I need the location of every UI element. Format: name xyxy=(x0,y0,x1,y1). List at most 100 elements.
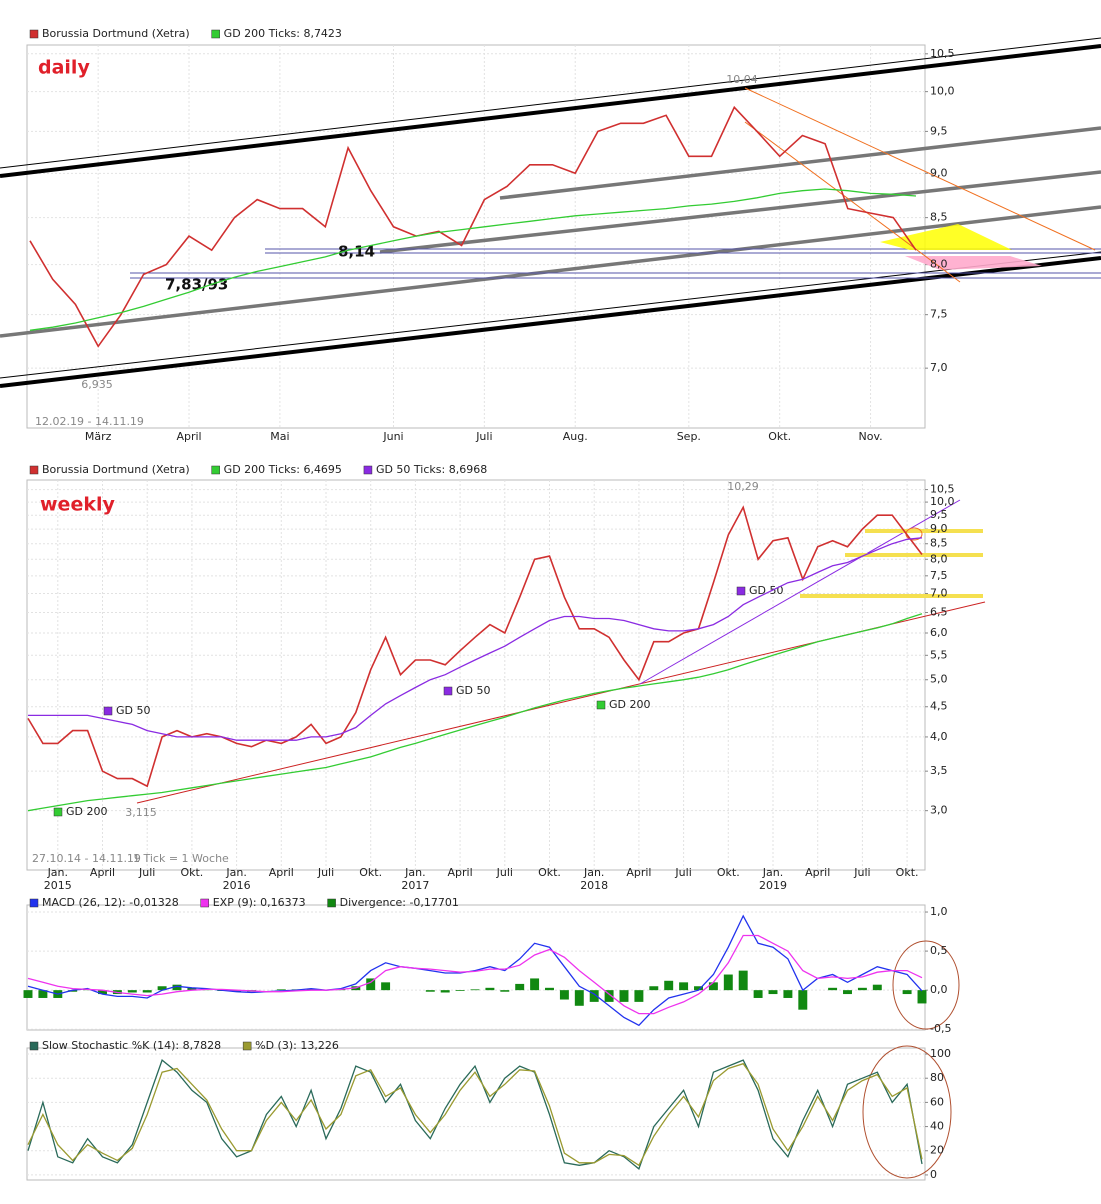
x-tick-label: Juli xyxy=(475,430,492,443)
ma-label: GD 200 xyxy=(609,698,651,711)
y-tick-label: 1,0 xyxy=(930,905,948,918)
plot-frame xyxy=(26,1047,926,1181)
bar xyxy=(38,990,48,998)
label-marker xyxy=(103,706,113,716)
bar xyxy=(306,988,316,991)
x-year-label: 2017 xyxy=(401,879,429,892)
x-tick-label: Okt. xyxy=(896,866,919,879)
low-label: 3,115 xyxy=(125,806,157,819)
x-tick-label: Mai xyxy=(270,430,289,443)
bar xyxy=(917,990,927,1004)
bar xyxy=(440,990,450,993)
y-tick-label: 0,0 xyxy=(930,983,948,996)
bar xyxy=(738,970,748,991)
bar xyxy=(68,990,78,992)
x-tick-label: Juli xyxy=(317,866,334,879)
y-tick-label: 5,0 xyxy=(930,673,948,686)
x-tick-label: Jan. xyxy=(404,866,425,879)
panel-title: daily xyxy=(38,57,90,79)
x-tick-label: Juni xyxy=(382,430,403,443)
label-marker xyxy=(736,586,746,596)
x-tick-label: Jan. xyxy=(583,866,604,879)
x-tick-label: Okt. xyxy=(768,430,791,443)
bar xyxy=(381,982,391,991)
y-tick-label: 100 xyxy=(930,1047,951,1060)
series-line xyxy=(27,1059,923,1170)
y-tick-label: 7,0 xyxy=(930,587,948,600)
bar xyxy=(768,990,778,995)
bar xyxy=(798,990,808,1010)
trend-line xyxy=(0,37,1101,169)
level-label: 7,83/93 xyxy=(165,276,228,294)
y-tick-label: 9,0 xyxy=(930,522,948,535)
ma-label: GD 200 xyxy=(66,805,108,818)
x-tick-label: Okt. xyxy=(538,866,561,879)
date-range: 27.10.14 - 14.11.19 xyxy=(32,852,141,865)
ma-label: GD 50 xyxy=(116,704,151,717)
trend-line xyxy=(0,205,1101,338)
bar xyxy=(664,980,674,991)
series-line xyxy=(28,537,923,741)
marker-circle xyxy=(892,940,960,1030)
bar xyxy=(559,990,569,1000)
x-tick-label: Okt. xyxy=(359,866,382,879)
x-year-label: 2019 xyxy=(759,879,787,892)
series-line xyxy=(29,105,917,348)
x-tick-label: Nov. xyxy=(859,430,883,443)
legend-label: GD 200 Ticks: 6,4695 xyxy=(224,463,342,476)
bar xyxy=(485,987,495,991)
legend-label: EXP (9): 0,16373 xyxy=(213,896,306,909)
x-tick-label: April xyxy=(269,866,294,879)
tick-note: 1 Tick = 1 Woche xyxy=(133,852,229,865)
bar xyxy=(723,974,733,991)
series-line xyxy=(27,613,923,812)
bar xyxy=(530,978,540,991)
x-tick-label: Okt. xyxy=(717,866,740,879)
y-tick-label: 6,0 xyxy=(930,626,948,639)
bar xyxy=(470,989,480,991)
bar xyxy=(753,990,763,998)
bar xyxy=(172,984,182,991)
series-line xyxy=(27,1062,923,1167)
plot-frame xyxy=(26,44,926,429)
bar xyxy=(872,984,882,991)
bar xyxy=(708,982,718,991)
level-band xyxy=(865,529,983,533)
ma-label: GD 50 xyxy=(456,684,491,697)
x-tick-label: Jan. xyxy=(762,866,783,879)
legend-swatch xyxy=(327,898,336,908)
bar xyxy=(500,990,510,992)
y-tick-label: 8,5 xyxy=(930,537,948,550)
y-tick-label: 20 xyxy=(930,1144,944,1157)
bar xyxy=(574,990,584,1006)
plot-frame xyxy=(26,479,926,871)
legend-swatch xyxy=(29,29,39,39)
legend-label: Slow Stochastic %K (14): 8,7828 xyxy=(42,1039,221,1052)
trend-line xyxy=(639,499,961,685)
legend-label: GD 50 Ticks: 8,6968 xyxy=(376,463,487,476)
trend-line xyxy=(0,256,1101,388)
x-tick-label: April xyxy=(626,866,651,879)
x-tick-label: April xyxy=(448,866,473,879)
bar xyxy=(276,989,286,991)
weekly-drawings xyxy=(136,499,986,804)
y-tick-label: 9,5 xyxy=(930,124,948,137)
x-year-label: 2018 xyxy=(580,879,608,892)
x-tick-label: Juli xyxy=(674,866,691,879)
bar xyxy=(857,987,867,991)
y-tick-label: 9,0 xyxy=(930,166,948,179)
series-line xyxy=(27,505,923,788)
bar xyxy=(127,990,137,993)
trend-line xyxy=(0,44,1101,178)
y-tick-label: 0,5 xyxy=(930,944,948,957)
y-tick-label: 7,5 xyxy=(930,569,948,582)
bar xyxy=(902,990,912,995)
y-tick-label: 40 xyxy=(930,1120,944,1133)
y-tick-label: 0 xyxy=(930,1168,937,1181)
high-label: 10,04 xyxy=(726,73,758,86)
bar xyxy=(455,990,465,991)
legend-swatch xyxy=(211,465,220,475)
